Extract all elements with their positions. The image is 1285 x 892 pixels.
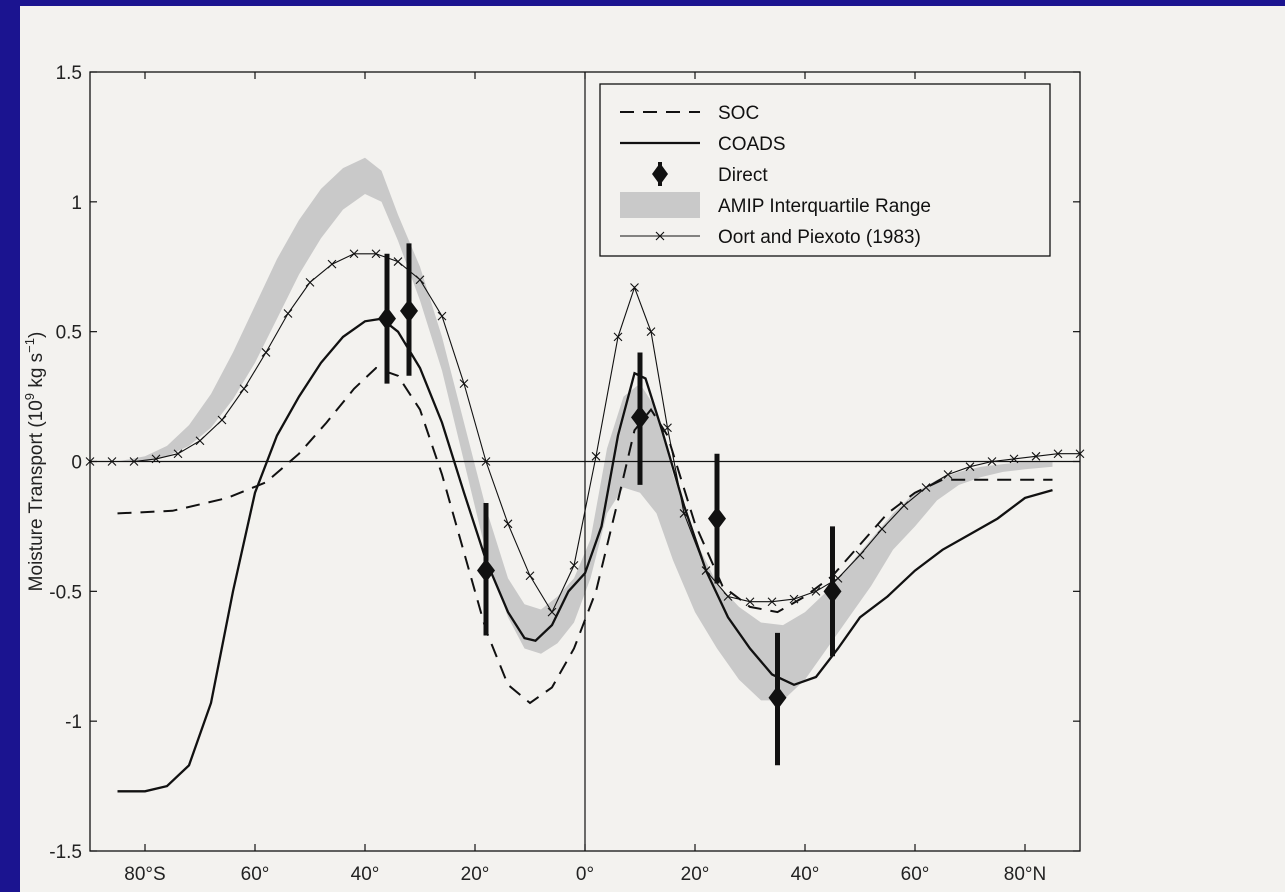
oort-piexoto-marker: [437, 311, 447, 321]
oort-piexoto-marker: [393, 257, 403, 266]
oort-piexoto-marker: [481, 457, 491, 466]
x-tick-label: 40°: [351, 864, 380, 885]
oort-piexoto-marker: [833, 573, 843, 583]
direct-point: [708, 506, 726, 531]
moisture-transport-chart: 1.5 1 0.5 0 -0.5 -1 -1.5 80°S 60° 40° 20° 0° 20° 40° 6…: [22, 63, 1085, 885]
oort-piexoto-marker: [217, 415, 227, 425]
oort-piexoto-marker: [129, 457, 139, 466]
oort-piexoto-marker: [811, 586, 821, 596]
oort-piexoto-marker: [503, 519, 513, 529]
slide-area: 1.5 1 0.5 0 -0.5 -1 -1.5 80°S 60° 40° 20° 0° 20° 40° 6…: [20, 6, 1285, 892]
oort-piexoto-marker: [547, 607, 557, 617]
oort-piexoto-marker: [327, 259, 337, 269]
legend-label: Direct: [718, 165, 768, 186]
oort-piexoto-marker: [239, 384, 249, 394]
oort-piexoto-marker: [1031, 451, 1041, 461]
y-axis-label: Moisture Transport (109 kg s−1): [22, 332, 47, 592]
legend-swatch-oort-marker: [655, 231, 665, 241]
x-tick-label: 60°: [241, 864, 270, 885]
oort-piexoto-marker: [613, 332, 623, 342]
oort-piexoto-marker: [855, 550, 865, 560]
direct-point: [477, 558, 495, 583]
oort-piexoto-marker: [591, 451, 601, 461]
oort-piexoto-marker: [261, 348, 271, 357]
direct-point: [631, 405, 649, 430]
oort-piexoto-marker: [415, 275, 425, 285]
legend: SOC COADS Direct AMIP Interquartile Range Oo…: [599, 83, 1051, 257]
axis-ticks: 1.5 1 0.5 0 -0.5 -1 -1.5 80°S 60° 40° 20° 0° 20° 40° 6…: [49, 63, 1080, 885]
oort-piexoto-marker: [459, 379, 469, 388]
oort-piexoto-marker: [525, 571, 535, 581]
legend-swatch-direct: [652, 163, 668, 185]
x-tick-label: 80°N: [1004, 864, 1046, 885]
soc-line: [117, 366, 1053, 705]
oort-piexoto-marker: [965, 462, 975, 472]
y-tick-label: 0: [71, 453, 82, 474]
y-tick-label: 0.5: [56, 323, 82, 344]
oort-piexoto-marker: [921, 483, 931, 492]
oort-piexoto-marker: [646, 327, 656, 337]
oort-piexoto-marker: [151, 454, 161, 464]
oort-piexoto-marker: [305, 277, 315, 287]
oort-piexoto-marker: [723, 592, 733, 601]
x-tick-label: 20°: [681, 864, 710, 885]
oort-piexoto-marker: [1053, 449, 1063, 459]
oort-piexoto-marker: [630, 283, 639, 292]
y-tick-label: 1: [71, 193, 82, 214]
oort-piexoto-marker: [1009, 454, 1019, 464]
legend-label: SOC: [718, 103, 759, 124]
direct-point: [768, 685, 787, 710]
oort-piexoto-marker: [371, 249, 381, 259]
direct-point: [378, 306, 396, 331]
oort-piexoto-marker: [987, 457, 997, 466]
oort-piexoto-marker: [767, 597, 777, 607]
legend-label: Oort and Piexoto (1983): [718, 227, 921, 248]
x-tick-label: 0°: [576, 864, 594, 885]
x-tick-label: 20°: [461, 864, 490, 885]
y-tick-label: -1.5: [49, 842, 82, 863]
oort-piexoto-marker: [349, 249, 359, 259]
oort-piexoto-marker: [943, 470, 953, 479]
oort-piexoto-marker: [745, 597, 755, 607]
x-tick-label: 80°S: [124, 864, 165, 885]
oort-piexoto-marker: [173, 449, 183, 459]
series-layer: [85, 249, 1085, 793]
legend-swatch-amip: [620, 192, 700, 218]
oort-piexoto-marker: [107, 457, 117, 466]
y-tick-label: -0.5: [49, 582, 82, 603]
legend-label: COADS: [718, 134, 786, 155]
oort-piexoto-marker: [877, 524, 887, 534]
direct-point: [400, 298, 418, 323]
y-tick-label: 1.5: [56, 63, 82, 84]
legend-label: AMIP Interquartile Range: [718, 196, 931, 217]
direct-point: [823, 579, 842, 604]
zero-lines: [90, 72, 1080, 851]
y-tick-label: -1: [65, 712, 82, 733]
oort-piexoto-marker: [283, 309, 293, 318]
x-tick-label: 60°: [901, 864, 930, 885]
x-tick-label: 40°: [791, 864, 820, 885]
oort-piexoto-marker: [569, 560, 579, 570]
direct-points-layer: [378, 243, 842, 766]
oort-piexoto-marker: [195, 436, 205, 446]
coads-line: [117, 317, 1053, 793]
